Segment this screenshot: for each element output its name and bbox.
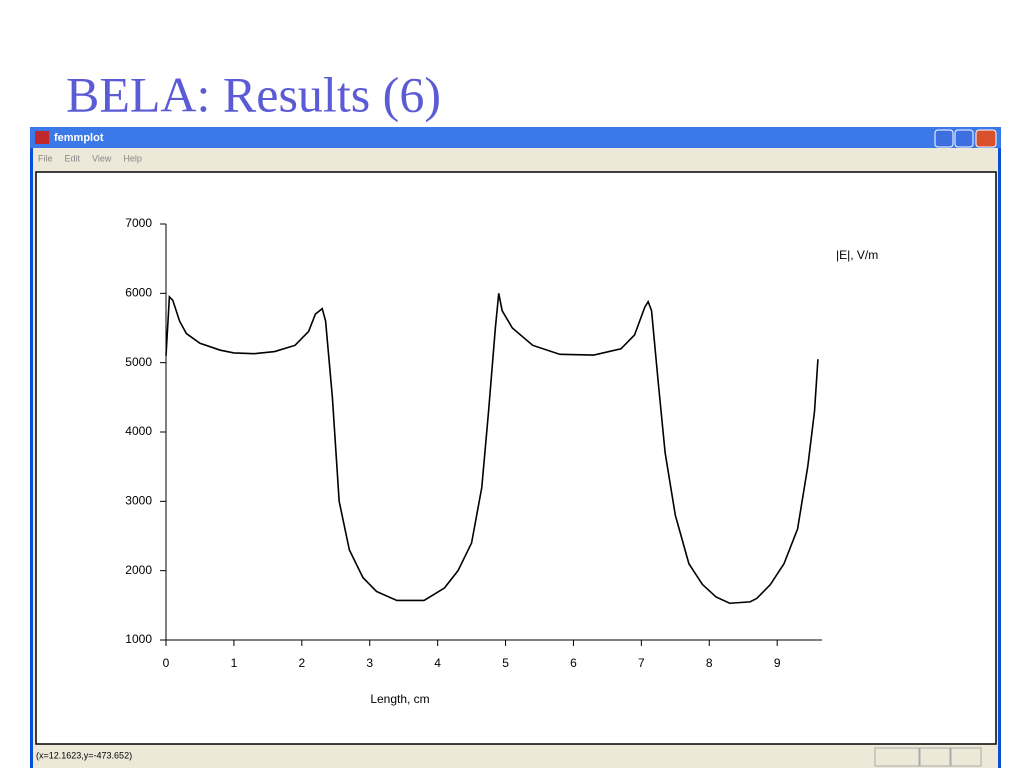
- x-tick-label: 5: [502, 656, 509, 670]
- menu: File Edit View Help: [38, 153, 142, 163]
- status-pane: [950, 747, 982, 767]
- menu-item[interactable]: Help: [123, 153, 142, 163]
- y-tick-label: 6000: [125, 286, 152, 300]
- x-axis-label: Length, cm: [370, 692, 429, 706]
- menu-item[interactable]: File: [38, 153, 53, 163]
- status-pane: [919, 747, 951, 767]
- window-title: femmplot: [54, 132, 104, 144]
- x-tick-label: 9: [774, 656, 781, 670]
- maximize-button[interactable]: [954, 129, 974, 148]
- x-tick-label: 1: [231, 656, 238, 670]
- x-tick-label: 2: [298, 656, 305, 670]
- title-bar: [30, 127, 1001, 148]
- status-pane: [874, 747, 920, 767]
- x-tick-label: 8: [706, 656, 713, 670]
- plot-area: [35, 171, 997, 745]
- y-tick-label: 3000: [125, 494, 152, 508]
- x-tick-label: 0: [163, 656, 170, 670]
- minimize-button[interactable]: [934, 129, 954, 148]
- y-axis-label: |E|, V/m: [836, 248, 878, 262]
- slide-title: BELA: Results (6): [66, 66, 441, 122]
- status-text: (x=12.1623,y=-473.652): [36, 750, 132, 760]
- close-button[interactable]: [975, 129, 997, 148]
- x-tick-label: 4: [434, 656, 441, 670]
- menu-bar: [33, 148, 998, 168]
- x-tick-label: 3: [366, 656, 373, 670]
- data-line: [165, 293, 819, 605]
- menu-item[interactable]: View: [92, 153, 112, 163]
- chart: 1000 2000 3000 4000 5000 6000 7000 0 1 2 3 4 5 6 7 8 9 Le…: [125, 216, 878, 706]
- app-icon: [35, 131, 49, 144]
- y-tick-label: 7000: [125, 216, 152, 230]
- y-tick-label: 1000: [125, 632, 152, 646]
- x-tick-label: 7: [638, 656, 645, 670]
- y-tick-label: 4000: [125, 424, 152, 438]
- y-tick-label: 2000: [125, 563, 152, 577]
- x-tick-label: 6: [570, 656, 577, 670]
- menu-item[interactable]: Edit: [65, 153, 81, 163]
- y-tick-label: 5000: [125, 355, 152, 369]
- status-bar: [33, 746, 998, 768]
